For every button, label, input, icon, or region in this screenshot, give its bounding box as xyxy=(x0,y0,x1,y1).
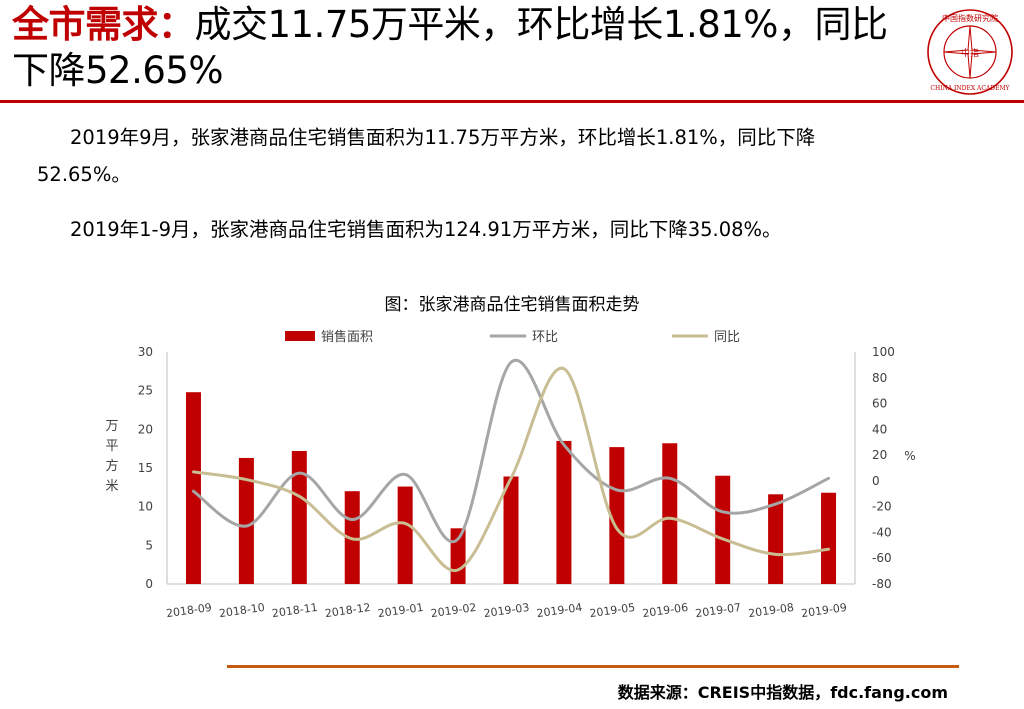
legend-swatch-bar xyxy=(285,331,315,341)
x-tick-label: 2019-01 xyxy=(377,601,424,620)
x-tick-label: 2019-07 xyxy=(695,601,742,620)
y-tick-label: 25 xyxy=(138,384,153,398)
data-source: 数据来源：CREIS中指数据，fdc.fang.com xyxy=(617,683,948,702)
y-axis-label: 万 xyxy=(105,419,118,434)
bar-2018-10 xyxy=(238,457,254,584)
svg-text:中指: 中指 xyxy=(961,47,979,59)
bar-2019-06 xyxy=(662,443,678,584)
y2-tick-label: 40 xyxy=(872,422,887,436)
bar-2018-11 xyxy=(291,450,307,584)
y-axis-label: 方 xyxy=(105,458,118,474)
y-tick-label: 0 xyxy=(145,577,153,591)
bar-2019-05 xyxy=(609,447,625,584)
y-tick-label: 30 xyxy=(138,345,153,359)
bar-2019-07 xyxy=(715,475,731,584)
y2-tick-label: 0 xyxy=(872,474,880,488)
paragraph-1-line-1: 2019年9月，张家港商品住宅销售面积为11.75万平方米，环比增长1.81%，… xyxy=(70,126,816,149)
y2-tick-label: -80 xyxy=(872,577,892,591)
page-title: 全市需求：成交11.75万平米，环比增长1.81%，同比下降52.65% xyxy=(12,2,912,94)
x-tick-label: 2019-06 xyxy=(642,601,689,620)
x-tick-label: 2018-09 xyxy=(165,601,212,620)
y-tick-label: 10 xyxy=(138,500,153,514)
y2-tick-label: -20 xyxy=(872,500,892,514)
y2-tick-label: -60 xyxy=(872,551,892,565)
x-tick-label: 2019-04 xyxy=(536,601,583,620)
y2-tick-label: 100 xyxy=(872,345,895,359)
bar-2019-03 xyxy=(503,476,519,584)
footer-divider xyxy=(227,665,959,668)
sales-area-chart: 0 5 10 15 20 25 30 -80 -60 -40 -20 0 20 40 60 80 100 万平方米… xyxy=(105,329,915,620)
chart-title: 图：张家港商品住宅销售面积走势 xyxy=(384,295,640,315)
legend-label: 销售面积 xyxy=(321,329,373,345)
china-index-academy-logo: 中指 中国指数研究院 CHINA INDEX ACADEMY xyxy=(927,9,1013,95)
legend-label: 环比 xyxy=(532,330,558,345)
x-tick-label: 2018-11 xyxy=(271,601,318,620)
y2-axis-label: % xyxy=(904,449,915,463)
paragraph-2: 2019年1-9月，张家港商品住宅销售面积为124.91万平方米，同比下降35.… xyxy=(70,218,782,241)
bar-2019-09 xyxy=(821,492,837,584)
y-axis-label: 米 xyxy=(105,479,118,494)
y2-tick-label: 60 xyxy=(872,397,887,411)
header-divider xyxy=(0,100,1024,103)
x-tick-label: 2019-02 xyxy=(430,601,477,620)
bar-2019-08 xyxy=(768,494,784,584)
x-tick-label: 2019-09 xyxy=(800,601,847,620)
bar-2019-04 xyxy=(556,440,572,584)
x-tick-label: 2018-10 xyxy=(218,601,265,620)
y2-tick-label: 20 xyxy=(872,448,887,462)
svg-text:中国指数研究院: 中国指数研究院 xyxy=(942,13,998,23)
bar-2018-09 xyxy=(185,392,201,584)
svg-text:CHINA INDEX ACADEMY: CHINA INDEX ACADEMY xyxy=(930,85,1010,92)
y-tick-label: 15 xyxy=(138,461,153,475)
line-series-mom xyxy=(191,358,831,544)
y2-tick-label: -40 xyxy=(872,525,892,539)
paragraph-1-line-2: 52.65%。 xyxy=(37,163,131,186)
title-highlight: 全市需求： xyxy=(12,3,195,46)
line-series-yoy xyxy=(191,367,831,572)
y-axis-label: 平 xyxy=(105,439,118,454)
x-tick-label: 2018-12 xyxy=(324,601,371,620)
y-tick-label: 20 xyxy=(138,422,153,436)
x-tick-label: 2019-05 xyxy=(589,601,636,620)
x-tick-label: 2019-03 xyxy=(483,601,530,620)
x-tick-label: 2019-08 xyxy=(747,601,794,620)
y2-tick-label: 80 xyxy=(872,371,887,385)
y-tick-label: 5 xyxy=(145,538,153,552)
title-text: 成交11.75万平米，环比增长1.81%，同比下降52.65% xyxy=(12,3,888,92)
bar-2019-01 xyxy=(397,486,413,584)
legend-label: 同比 xyxy=(714,330,740,345)
